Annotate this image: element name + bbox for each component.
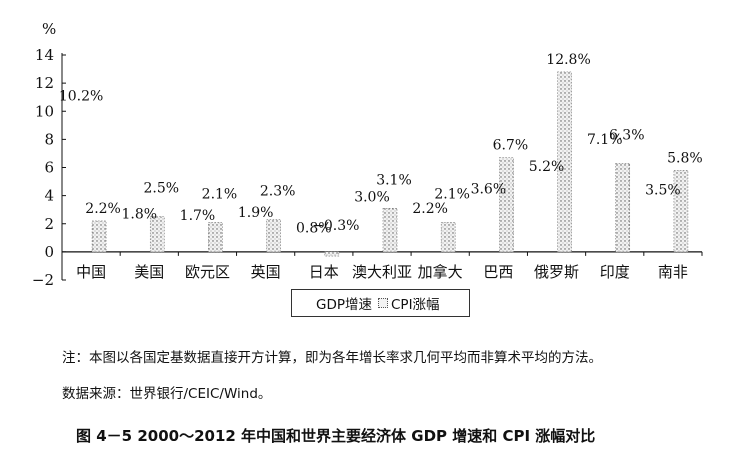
gdp-bar bbox=[192, 228, 206, 252]
category-label: 南非 bbox=[658, 263, 688, 281]
cpi-data-label: 12.8% bbox=[546, 52, 590, 68]
y-tick-label: −2 bbox=[32, 271, 54, 289]
y-tick-label: 12 bbox=[35, 74, 54, 92]
cpi-bar bbox=[324, 251, 340, 257]
gdp-bar bbox=[600, 152, 614, 252]
cpi-bar bbox=[440, 222, 456, 253]
gdp-data-label: 2.2% bbox=[412, 201, 448, 217]
category-label: 英国 bbox=[251, 263, 281, 281]
legend: GDP增速 CPI涨幅 bbox=[291, 289, 470, 317]
cpi-bar bbox=[673, 170, 689, 253]
cpi-data-label: 6.7% bbox=[493, 138, 529, 154]
cpi-data-label: −0.3% bbox=[312, 218, 359, 234]
gdp-data-label: 3.5% bbox=[645, 183, 681, 199]
legend-label-gdp: GDP增速 bbox=[316, 297, 372, 313]
category-label: 俄罗斯 bbox=[534, 263, 579, 281]
y-tick-label: 14 bbox=[35, 46, 54, 64]
category-label: 欧元区 bbox=[185, 263, 230, 281]
figure-caption: 图 4－5 2000～2012 年中国和世界主要经济体 GDP 增速和 CPI … bbox=[76, 427, 596, 445]
cpi-data-label: 5.8% bbox=[667, 150, 703, 166]
cpi-data-label: 2.3% bbox=[260, 184, 296, 200]
chart-note: 注：本图以各国定基数据直接开方计算，即为各年增长率求几何平均而非算术平均的方法。 bbox=[62, 350, 602, 366]
gdp-data-label: 5.2% bbox=[529, 159, 565, 175]
gdp-bar bbox=[658, 203, 672, 252]
cpi-data-label: 2.1% bbox=[434, 186, 470, 202]
cpi-bar bbox=[499, 157, 514, 253]
gdp-bar bbox=[483, 201, 497, 252]
gdp-bar bbox=[251, 225, 265, 252]
bars bbox=[76, 71, 689, 257]
cpi-data-label: 2.1% bbox=[202, 186, 238, 202]
gdp-data-label: 7.1% bbox=[587, 132, 623, 148]
category-label: 加拿大 bbox=[418, 263, 463, 281]
y-axis-label: % bbox=[42, 20, 56, 38]
gdp-data-label: 1.8% bbox=[121, 207, 157, 223]
cpi-data-label: 3.1% bbox=[376, 172, 412, 188]
axes bbox=[61, 53, 703, 280]
category-label: 印度 bbox=[600, 263, 630, 281]
cpi-data-label: 2.5% bbox=[143, 181, 179, 197]
legend-swatch-cpi bbox=[378, 298, 388, 308]
y-tick-label: 10 bbox=[35, 102, 54, 120]
category-labels: 中国 美国 欧元区 英国 日本 澳大利亚 加拿大 巴西 俄罗斯 印度 南非 bbox=[76, 263, 688, 281]
cpi-bar bbox=[615, 162, 631, 253]
gdp-bar bbox=[542, 179, 556, 252]
cpi-bar bbox=[266, 219, 281, 253]
y-tick-label: 0 bbox=[44, 243, 54, 261]
gdp-data-label: 3.6% bbox=[471, 181, 507, 197]
y-tick-label: 2 bbox=[44, 215, 54, 233]
data-labels: 10.2%2.2% 1.8%2.5%1.7%2.1%1.9%2.3%0.8%−0.… bbox=[59, 52, 703, 237]
category-label: 美国 bbox=[134, 263, 164, 281]
gdp-bar bbox=[134, 227, 148, 252]
cpi-bar bbox=[149, 216, 165, 253]
gdp-bar bbox=[309, 241, 323, 252]
legend-label-cpi: CPI涨幅 bbox=[391, 297, 440, 313]
y-tick-label: 6 bbox=[44, 159, 54, 177]
gdp-bar bbox=[76, 108, 90, 251]
gdp-data-label: 1.9% bbox=[238, 205, 274, 221]
gdp-data-label: 1.7% bbox=[180, 208, 216, 224]
data-source: 数据来源：世界银行/CEIC/Wind。 bbox=[62, 386, 272, 402]
gdp-bar bbox=[425, 221, 439, 252]
cpi-bar bbox=[557, 71, 572, 253]
y-tick-label: 4 bbox=[44, 187, 54, 205]
y-tick-label: 8 bbox=[44, 130, 54, 148]
gdp-data-label: 3.0% bbox=[354, 190, 390, 206]
category-label: 澳大利亚 bbox=[352, 263, 412, 281]
category-label: 巴西 bbox=[483, 263, 513, 281]
cpi-data-label: 6.3% bbox=[609, 127, 645, 143]
legend-item-cpi: CPI涨幅 bbox=[378, 293, 440, 313]
category-label: 日本 bbox=[309, 263, 339, 281]
legend-item-gdp: GDP增速 bbox=[306, 293, 372, 313]
category-label: 中国 bbox=[76, 263, 106, 281]
gdp-data-label: 0.8% bbox=[296, 221, 332, 237]
cpi-bar bbox=[382, 207, 398, 253]
gdp-bar bbox=[367, 210, 381, 252]
gdp-data-label: 10.2% bbox=[59, 88, 103, 104]
cpi-data-label: 2.2% bbox=[85, 201, 121, 217]
legend-swatch-gdp bbox=[306, 303, 316, 304]
cpi-bar bbox=[208, 222, 223, 253]
cpi-bar bbox=[91, 220, 107, 253]
y-axis-ticks: −2 0 2 4 6 8 10 12 14 bbox=[32, 46, 66, 289]
